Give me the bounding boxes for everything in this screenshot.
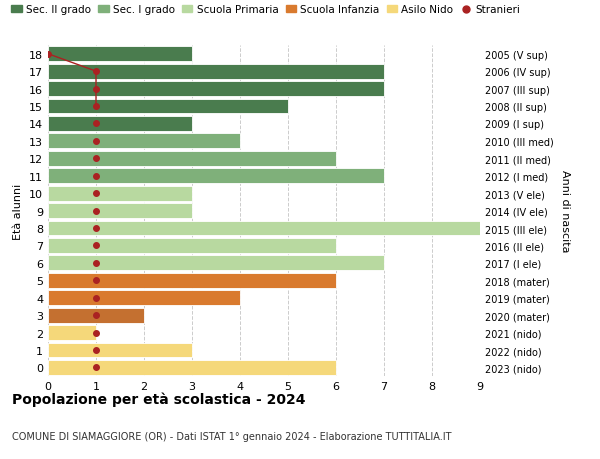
Bar bbox=[48, 221, 494, 236]
Text: Popolazione per età scolastica - 2024: Popolazione per età scolastica - 2024 bbox=[12, 392, 305, 406]
Bar bbox=[48, 204, 192, 218]
Bar bbox=[48, 256, 384, 271]
Bar bbox=[48, 291, 240, 306]
Bar bbox=[48, 360, 336, 375]
Bar bbox=[48, 82, 384, 97]
Bar bbox=[48, 100, 288, 114]
Text: COMUNE DI SIAMAGGIORE (OR) - Dati ISTAT 1° gennaio 2024 - Elaborazione TUTTITALI: COMUNE DI SIAMAGGIORE (OR) - Dati ISTAT … bbox=[12, 431, 452, 441]
Bar bbox=[48, 169, 384, 184]
Bar bbox=[48, 343, 192, 358]
Bar bbox=[48, 47, 192, 62]
Legend: Sec. II grado, Sec. I grado, Scuola Primaria, Scuola Infanzia, Asilo Nido, Stran: Sec. II grado, Sec. I grado, Scuola Prim… bbox=[11, 5, 520, 15]
Bar bbox=[48, 325, 96, 340]
Bar bbox=[48, 65, 384, 79]
Y-axis label: Anni di nascita: Anni di nascita bbox=[560, 170, 570, 252]
Bar bbox=[48, 117, 192, 132]
Y-axis label: Età alunni: Età alunni bbox=[13, 183, 23, 239]
Bar bbox=[48, 308, 144, 323]
Bar bbox=[48, 134, 240, 149]
Bar bbox=[48, 186, 192, 201]
Bar bbox=[48, 239, 336, 253]
Bar bbox=[48, 273, 336, 288]
Bar bbox=[48, 151, 336, 166]
